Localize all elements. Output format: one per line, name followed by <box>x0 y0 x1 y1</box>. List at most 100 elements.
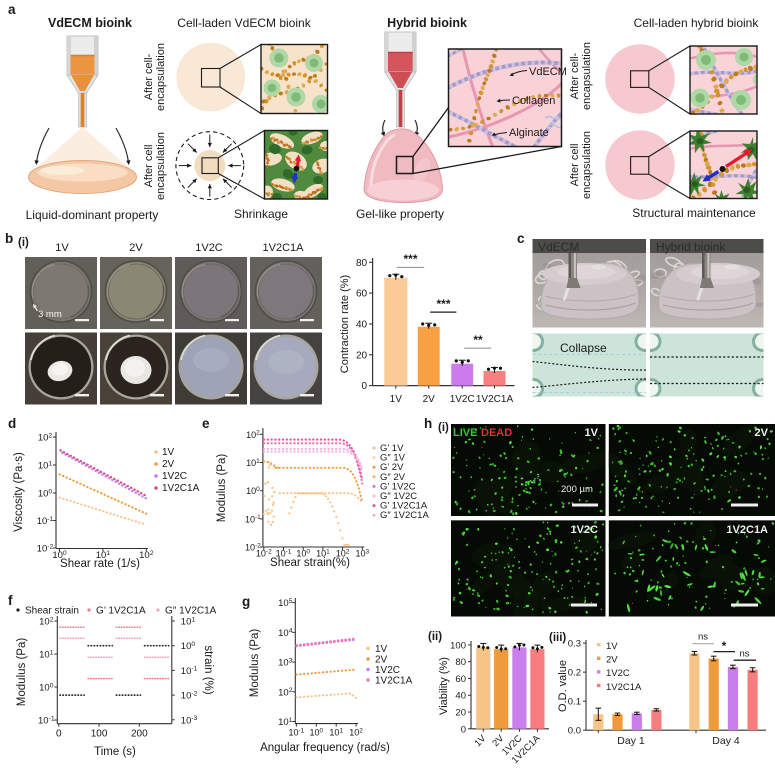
svg-text:101: 101 <box>329 727 343 737</box>
svg-text:0.3: 0.3 <box>568 639 581 650</box>
svg-text:h: h <box>424 416 432 431</box>
svg-text:Alginate: Alginate <box>509 127 549 139</box>
svg-text:2V: 2V <box>755 427 769 439</box>
svg-text:encapsulation: encapsulation <box>155 43 167 111</box>
svg-text:20: 20 <box>356 350 368 361</box>
svg-text:1V2C1A: 1V2C1A <box>162 483 200 494</box>
svg-text:10-3: 10-3 <box>181 715 198 726</box>
svg-text:Cell-laden hybrid bioink: Cell-laden hybrid bioink <box>634 16 760 30</box>
svg-text:101: 101 <box>39 649 54 660</box>
svg-text:100: 100 <box>309 727 323 737</box>
svg-text:After cell-: After cell- <box>569 52 581 99</box>
svg-text:101: 101 <box>278 717 293 728</box>
svg-text:2V: 2V <box>129 242 143 254</box>
svg-text:G″ 1V2C1A: G″ 1V2C1A <box>165 606 217 617</box>
svg-text:1V2C1A: 1V2C1A <box>476 394 514 405</box>
svg-text:encapsulation: encapsulation <box>155 132 167 200</box>
svg-text:Day 1: Day 1 <box>617 735 645 747</box>
svg-text:G″ 2V: G″ 2V <box>380 472 406 483</box>
svg-text:2V: 2V <box>375 655 388 666</box>
svg-text:10-2: 10-2 <box>245 542 261 552</box>
svg-text:10-1: 10-1 <box>289 727 305 737</box>
svg-text:102: 102 <box>278 687 293 698</box>
svg-text:10-2: 10-2 <box>37 543 54 554</box>
svg-text:0: 0 <box>56 729 62 740</box>
svg-text:(i): (i) <box>438 422 449 434</box>
svg-text:Shear rate (1/s): Shear rate (1/s) <box>60 558 140 570</box>
svg-text:102: 102 <box>139 550 154 561</box>
svg-text:ns: ns <box>698 632 708 643</box>
svg-text:G″ 1V2C: G″ 1V2C <box>380 491 417 502</box>
svg-text:VdECM: VdECM <box>538 240 579 254</box>
svg-text:Modulus (Pa): Modulus (Pa) <box>249 629 261 698</box>
svg-text:Liquid-dominant property: Liquid-dominant property <box>26 208 159 222</box>
svg-text:60: 60 <box>356 289 368 300</box>
svg-text:After cell-: After cell- <box>143 53 155 100</box>
svg-text:Viscosity (Pa·s): Viscosity (Pa·s) <box>13 452 25 532</box>
svg-text:Time (s): Time (s) <box>94 746 136 758</box>
svg-text:40: 40 <box>455 691 466 702</box>
svg-text:1V2C: 1V2C <box>450 394 475 405</box>
svg-text:100: 100 <box>39 682 54 693</box>
svg-text:Shrinkage: Shrinkage <box>234 207 288 221</box>
svg-text:10-1: 10-1 <box>37 516 54 527</box>
svg-text:strain (%): strain (%) <box>202 645 214 694</box>
svg-text:0.2: 0.2 <box>568 668 581 679</box>
svg-text:Day 4: Day 4 <box>712 735 740 747</box>
svg-text:2V: 2V <box>423 394 436 405</box>
svg-text:O.D. value: O.D. value <box>557 660 569 712</box>
svg-text:VdECM: VdECM <box>529 66 567 78</box>
svg-text:100: 100 <box>296 548 310 558</box>
svg-text:101: 101 <box>38 460 53 471</box>
svg-text:Cell-laden VdECM bioink: Cell-laden VdECM bioink <box>177 16 311 30</box>
svg-text:G’ 1V: G’ 1V <box>380 443 404 454</box>
svg-text:1V: 1V <box>606 641 618 652</box>
svg-text:(iii): (iii) <box>549 632 566 644</box>
svg-text:G’ 2V: G’ 2V <box>380 462 404 473</box>
svg-text:After cell: After cell <box>569 144 581 187</box>
svg-text:**: ** <box>473 333 483 347</box>
svg-text:1V2C: 1V2C <box>195 242 223 254</box>
svg-text:After cell: After cell <box>143 145 155 188</box>
svg-text:10-2: 10-2 <box>181 690 198 701</box>
svg-text:ns: ns <box>739 649 749 660</box>
svg-text:***: *** <box>403 252 417 266</box>
svg-text:1V: 1V <box>55 242 69 254</box>
svg-text:encapsulation: encapsulation <box>581 131 593 199</box>
svg-text:1V2C1A: 1V2C1A <box>726 524 768 536</box>
svg-text:104: 104 <box>278 628 293 639</box>
svg-text:Hybrid bioink: Hybrid bioink <box>656 240 726 254</box>
svg-text:1V2C1A: 1V2C1A <box>606 682 642 693</box>
svg-text:G’ 1V2C: G’ 1V2C <box>380 481 416 492</box>
svg-text:0: 0 <box>461 724 466 735</box>
svg-text:Contraction rate (%): Contraction rate (%) <box>339 275 351 373</box>
svg-text:101: 101 <box>316 548 330 558</box>
svg-text:1V2C1A: 1V2C1A <box>375 676 413 687</box>
svg-text:20: 20 <box>455 708 466 719</box>
svg-text:100: 100 <box>450 640 466 651</box>
svg-text:G″ 1V: G″ 1V <box>380 453 406 464</box>
svg-text:b: b <box>5 231 13 246</box>
svg-text:Gel-like property: Gel-like property <box>356 207 444 221</box>
svg-text:101: 101 <box>246 458 260 468</box>
svg-text:1V: 1V <box>375 644 388 655</box>
svg-text:40: 40 <box>356 319 368 330</box>
svg-text:0.1: 0.1 <box>568 697 581 708</box>
svg-text:10-1: 10-1 <box>245 514 261 524</box>
svg-text:g: g <box>242 594 250 609</box>
svg-text:Modulus (Pa): Modulus (Pa) <box>16 638 28 707</box>
svg-text:200 µm: 200 µm <box>561 484 593 495</box>
svg-text:Shear strain(%): Shear strain(%) <box>270 557 350 569</box>
svg-text:200: 200 <box>131 729 148 740</box>
svg-text:d: d <box>8 416 16 431</box>
svg-text:100: 100 <box>52 550 67 561</box>
svg-text:102: 102 <box>336 548 350 558</box>
svg-text:102: 102 <box>246 430 260 440</box>
svg-text:1V: 1V <box>390 394 403 405</box>
svg-text:100: 100 <box>246 486 260 496</box>
svg-text:10-1: 10-1 <box>181 666 198 677</box>
svg-text:*: * <box>722 639 727 653</box>
svg-text:1V: 1V <box>585 427 599 439</box>
svg-text:102: 102 <box>349 727 363 737</box>
svg-text:1V2C: 1V2C <box>162 471 187 482</box>
